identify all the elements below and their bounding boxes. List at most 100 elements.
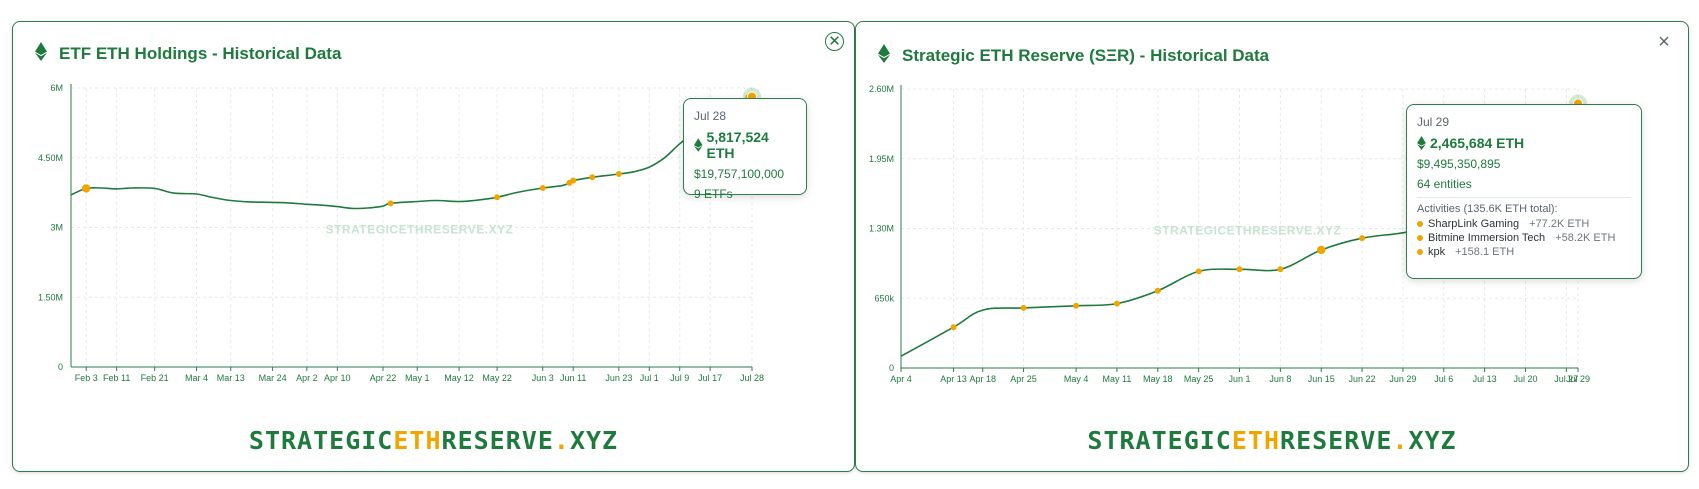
ethereum-icon: [1417, 136, 1426, 150]
x-tick-label: Jul 28: [740, 373, 764, 383]
data-point-marker: [1359, 235, 1366, 242]
panel-title-text: ETF ETH Holdings - Historical Data: [59, 44, 342, 63]
x-tick-label: Jun 23: [605, 373, 632, 383]
x-tick-label: May 1: [405, 373, 430, 383]
site-logo: STRATEGICETHRESERVE.XYZ: [248, 426, 619, 455]
ethereum-icon: [878, 44, 890, 68]
tooltip-usd: $9,495,350,895: [1417, 157, 1501, 171]
tooltip-amount: 5,817,524 ETH: [694, 129, 796, 161]
close-button[interactable]: ✕: [825, 32, 844, 51]
tooltip-count: 64 entities: [1417, 177, 1472, 191]
etf-holdings-panel: ETF ETH Holdings - Historical Data ✕ 0 1.…: [12, 21, 855, 472]
ser-panel: Strategic ETH Reserve (SΞR) - Historical…: [855, 21, 1689, 472]
etf-holdings-chart: 0 1.50M 3M 4.50M 6M Feb 3 Feb 11 Feb 21 Mar 4 Mar…: [38, 83, 764, 383]
data-point-marker: [589, 174, 596, 181]
y-tick-label: 3M: [50, 223, 63, 233]
panel-title: ETF ETH Holdings - Historical Data: [35, 42, 341, 66]
x-tick-label: Apr 13: [940, 374, 967, 384]
data-point-marker: [539, 184, 546, 191]
panel-title-text: Strategic ETH Reserve (SΞR) - Historical…: [902, 46, 1270, 65]
y-tick-label: 6M: [50, 83, 63, 93]
x-tick-label: May 25: [1184, 374, 1214, 384]
activity-item: SharpLink Gaming +77.2K ETH: [1417, 217, 1631, 231]
y-tick-label: 1.30M: [869, 224, 894, 234]
x-tick-label: Feb 21: [141, 373, 169, 383]
x-tick-label: Jun 1: [1228, 374, 1250, 384]
x-tick-label: Jul 27: [1554, 374, 1578, 384]
data-point-marker: [1277, 266, 1284, 273]
chart-tooltip: Jul 29 2,465,684 ETH $9,495,350,895 64 e…: [1406, 104, 1642, 279]
ser-chart: 0 650k 1.30M 1.95M 2.60M Apr 4 Apr 13 Apr 18 Apr…: [869, 84, 1590, 384]
x-tick-label: Apr 4: [890, 374, 912, 384]
x-tick-label: Jul 17: [698, 373, 722, 383]
x-tick-label: Jul 6: [1434, 374, 1453, 384]
x-tick-label: Jul 29: [1566, 374, 1590, 384]
x-tick-label: May 22: [482, 373, 512, 383]
x-tick-label: Apr 22: [370, 373, 397, 383]
data-point-marker: [1073, 302, 1080, 309]
x-tick-label: Jul 13: [1473, 374, 1497, 384]
activity-dot: [1417, 249, 1423, 255]
data-point-marker: [950, 324, 957, 331]
data-point-marker: [494, 194, 501, 201]
tooltip-date: Jul 29: [1417, 115, 1450, 129]
tooltip-divider: [1417, 197, 1631, 198]
x-tick-label: Apr 25: [1010, 374, 1037, 384]
ethereum-icon: [694, 138, 703, 152]
y-tick-label: 2.60M: [869, 84, 894, 94]
x-tick-label: Mar 24: [259, 373, 287, 383]
series-line: [70, 95, 753, 210]
y-tick-label: 4.50M: [38, 153, 63, 163]
data-point-marker: [1317, 245, 1326, 255]
data-point-marker: [1020, 304, 1027, 311]
x-tick-label: May 11: [1103, 374, 1132, 384]
y-tick-label: 1.95M: [869, 154, 894, 164]
x-tick-label: Jun 29: [1389, 374, 1416, 384]
x-tick-label: Jun 15: [1308, 374, 1335, 384]
x-tick-label: Mar 13: [217, 373, 245, 383]
tooltip-amount: 2,465,684 ETH: [1417, 135, 1631, 151]
panel-title: Strategic ETH Reserve (SΞR) - Historical…: [878, 44, 1269, 68]
data-point-marker: [570, 177, 577, 184]
x-tick-label: May 18: [1143, 374, 1173, 384]
close-button[interactable]: ×: [1658, 31, 1670, 53]
activity-item: Bitmine Immersion Tech +58.2K ETH: [1417, 231, 1631, 245]
data-point-marker: [387, 200, 394, 207]
chart-watermark: STRATEGICETHRESERVE.XYZ: [326, 223, 514, 237]
chart-watermark: STRATEGICETHRESERVE.XYZ: [1154, 224, 1342, 238]
x-tick-label: Feb 11: [103, 373, 130, 383]
x-tick-label: Jul 1: [640, 373, 659, 383]
activity-item: kpk +158.1 ETH: [1417, 245, 1631, 259]
data-point-marker: [82, 184, 91, 193]
x-tick-label: Apr 18: [969, 374, 996, 384]
x-tick-label: Jun 11: [560, 373, 586, 383]
x-tick-label: May 4: [1064, 374, 1089, 384]
tooltip-usd: $19,757,100,000: [694, 167, 785, 181]
x-tick-label: May 12: [444, 373, 474, 383]
data-point-marker: [615, 171, 622, 178]
x-tick-label: Apr 10: [324, 373, 351, 383]
activity-dot: [1417, 221, 1423, 227]
chart-tooltip: Jul 28 5,817,524 ETH $19,757,100,000 9 E…: [683, 98, 807, 201]
site-logo: STRATEGICETHRESERVE.XYZ: [1087, 426, 1457, 455]
x-tick-label: Feb 3: [75, 373, 98, 383]
ethereum-icon: [35, 42, 47, 66]
x-tick-label: Jul 20: [1513, 374, 1537, 384]
y-tick-label: 0: [889, 363, 894, 373]
y-tick-label: 650k: [874, 293, 894, 303]
tooltip-count: 9 ETFs: [694, 187, 733, 201]
x-tick-label: Jul 9: [670, 373, 689, 383]
y-tick-label: 1.50M: [38, 292, 63, 302]
x-tick-label: Jun 22: [1349, 374, 1376, 384]
data-point-marker: [1154, 287, 1161, 294]
data-point-marker: [1236, 266, 1243, 273]
x-tick-label: Mar 4: [185, 373, 208, 383]
data-point-marker: [1195, 268, 1202, 275]
x-tick-label: Apr 2: [296, 373, 318, 383]
data-point-marker: [1113, 300, 1120, 307]
tooltip-activities-header: Activities (135.6K ETH total):: [1417, 203, 1558, 215]
tooltip-date: Jul 28: [694, 109, 727, 123]
activity-dot: [1417, 235, 1423, 241]
y-tick-label: 0: [58, 362, 63, 372]
x-tick-label: Jun 8: [1269, 374, 1291, 384]
